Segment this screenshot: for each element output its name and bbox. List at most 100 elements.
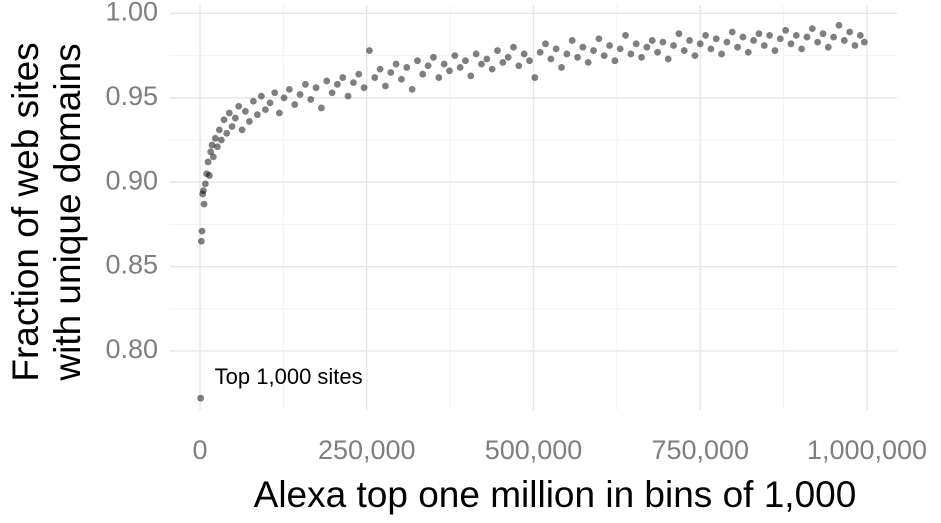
point (217, 136, 225, 144)
point (691, 52, 699, 60)
point (387, 69, 395, 76)
point (446, 67, 453, 75)
point (211, 134, 219, 142)
point (707, 45, 715, 53)
point (499, 58, 507, 66)
point (563, 50, 571, 58)
y-axis-title: with unique domains (47, 43, 88, 381)
x-tick-label: 750,000 (651, 435, 749, 465)
point (382, 82, 389, 90)
point (520, 50, 528, 58)
point (590, 47, 597, 54)
point (531, 74, 539, 81)
point (584, 58, 592, 66)
point (766, 31, 774, 39)
point (851, 42, 859, 49)
point (483, 55, 491, 63)
point (204, 158, 212, 166)
point (547, 55, 555, 63)
point (462, 57, 469, 65)
point (542, 40, 549, 48)
point (197, 237, 205, 245)
point (734, 43, 741, 51)
point (488, 65, 496, 73)
point (339, 74, 347, 81)
point (728, 28, 736, 36)
point (318, 104, 325, 112)
point (515, 62, 523, 70)
point (744, 48, 752, 56)
point (558, 64, 565, 71)
point (856, 31, 864, 39)
point (430, 53, 437, 61)
point (223, 129, 231, 137)
point (622, 31, 629, 39)
point (419, 70, 427, 78)
point (803, 33, 811, 41)
point (231, 114, 239, 122)
point (755, 30, 763, 38)
point (408, 85, 416, 93)
point (824, 43, 832, 51)
x-tick-label: 0 (192, 435, 207, 465)
point (760, 42, 768, 49)
point (366, 47, 373, 54)
point (638, 53, 645, 61)
point (574, 53, 581, 61)
point (235, 102, 243, 110)
point (606, 42, 613, 49)
grid (170, 5, 897, 410)
point (819, 30, 827, 38)
points (197, 21, 868, 402)
point (504, 53, 512, 61)
point (675, 30, 683, 38)
point (664, 55, 672, 63)
point (198, 227, 206, 235)
point (238, 126, 246, 134)
point (568, 37, 576, 44)
point (424, 62, 432, 70)
point (798, 45, 806, 53)
point (355, 70, 363, 78)
point (595, 35, 603, 43)
point (680, 47, 688, 54)
point (207, 148, 215, 156)
point (376, 65, 384, 73)
point (787, 40, 795, 48)
point (739, 33, 747, 41)
point (301, 80, 309, 88)
point (271, 89, 279, 97)
point (209, 153, 217, 161)
point (220, 116, 228, 124)
point (228, 123, 236, 130)
point (249, 97, 257, 105)
point (241, 107, 249, 115)
point (280, 94, 288, 102)
y-tick-label: 0.95 (105, 81, 158, 111)
point (792, 31, 800, 39)
point (344, 92, 352, 100)
point (696, 40, 704, 48)
point (456, 64, 464, 71)
point (328, 89, 336, 97)
point (552, 45, 560, 53)
x-tick-label: 250,000 (318, 435, 416, 465)
y-axis-title: Fraction of web sites (5, 42, 46, 381)
point (830, 33, 838, 41)
point (360, 84, 368, 92)
point (632, 40, 640, 48)
y-tick-label: 0.85 (105, 250, 158, 280)
point (659, 38, 667, 46)
point (414, 57, 421, 65)
point (611, 57, 619, 65)
point (478, 60, 485, 68)
point (670, 42, 677, 49)
point (225, 109, 233, 117)
point (600, 52, 608, 60)
point (392, 60, 400, 68)
point (350, 79, 357, 87)
point (718, 50, 725, 58)
point (208, 141, 216, 149)
point (840, 37, 848, 44)
